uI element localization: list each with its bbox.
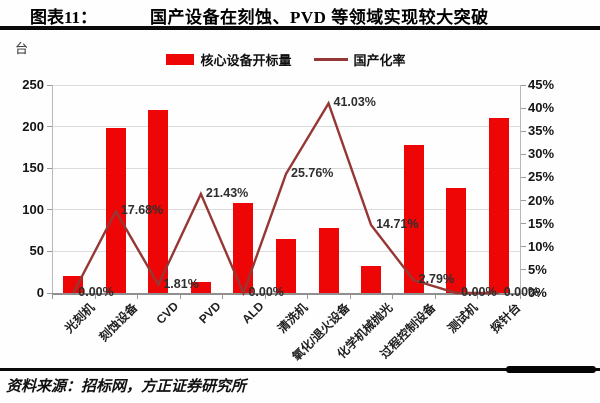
x-axis-category-label: 测试机 xyxy=(445,300,481,336)
bar xyxy=(361,265,382,293)
chart-title: 国产设备在刻蚀、PVD 等领域实现较大突破 xyxy=(150,8,489,27)
x-axis-tick xyxy=(392,295,394,299)
right-axis-tick-label: 15% xyxy=(528,215,555,231)
legend-item-bar-series: 核心设备开标量 xyxy=(166,50,292,69)
right-axis-tick xyxy=(521,246,526,248)
x-axis-category-label: 光刻机 xyxy=(62,300,98,336)
line-point-label: 17.68% xyxy=(120,203,164,218)
footer-divider xyxy=(0,368,600,371)
x-axis-category-label: CVD xyxy=(153,299,182,327)
right-axis-tick xyxy=(521,84,526,86)
figure-label: 图表11： xyxy=(30,8,98,27)
right-axis-tick-label: 25% xyxy=(528,169,555,185)
x-axis-tick xyxy=(307,295,309,299)
left-axis-tick-label: 0 xyxy=(36,285,44,300)
line-point-label: 0.00% xyxy=(78,285,114,299)
x-axis-tick xyxy=(264,295,266,299)
x-axis-tick xyxy=(520,295,521,299)
bar xyxy=(233,203,254,293)
line-point-label: 0.00% xyxy=(503,285,540,299)
x-axis-tick xyxy=(179,295,181,299)
x-axis-tick xyxy=(52,295,53,299)
left-axis-line xyxy=(52,85,53,293)
x-axis-category-label: ALD xyxy=(239,299,267,327)
left-axis-unit-label: 台 xyxy=(15,41,29,56)
right-axis-tick xyxy=(521,292,526,294)
header-divider xyxy=(0,26,600,30)
x-axis-category-label: 探针台 xyxy=(487,300,524,336)
left-axis-tick xyxy=(47,292,52,294)
right-axis-tick xyxy=(521,176,526,178)
left-axis-tick-label: 100 xyxy=(22,201,44,217)
x-axis-category-label: 刻蚀设备 xyxy=(96,300,141,345)
x-axis-line xyxy=(52,293,521,295)
right-axis-tick xyxy=(521,153,526,155)
right-axis-tick-label: 20% xyxy=(528,192,555,208)
left-axis-tick xyxy=(47,209,52,211)
right-axis-tick-label: 5% xyxy=(528,261,547,277)
x-axis-category-label: PVD xyxy=(196,299,224,327)
gridline xyxy=(52,84,520,86)
x-axis-tick xyxy=(477,295,479,299)
left-axis-tick-label: 250 xyxy=(22,77,44,92)
left-axis-tick-label: 150 xyxy=(22,160,44,176)
right-axis-tick xyxy=(521,269,526,271)
right-axis-tick xyxy=(521,223,526,225)
x-axis-tick xyxy=(137,295,139,299)
gridline xyxy=(52,126,520,128)
bar xyxy=(488,118,509,293)
right-axis-tick-label: 0% xyxy=(528,285,547,300)
line-point-label: 14.71% xyxy=(376,217,419,231)
line-point-label: 0.00% xyxy=(461,285,497,299)
right-axis-tick xyxy=(521,130,526,132)
line-point-label: 0.00% xyxy=(248,285,284,299)
x-axis-tick xyxy=(222,295,224,299)
right-axis-tick-label: 45% xyxy=(528,77,555,92)
bar xyxy=(318,228,339,293)
line-series-swatch-icon xyxy=(313,57,348,61)
x-axis-tick xyxy=(434,295,436,299)
line-point-label: 41.03% xyxy=(333,95,376,110)
line-point-label: 1.81% xyxy=(163,276,199,291)
left-axis-tick xyxy=(47,126,52,128)
x-axis-tick xyxy=(94,295,96,299)
legend-line-label: 国产化率 xyxy=(353,52,406,68)
right-axis-tick-label: 35% xyxy=(528,123,555,139)
right-axis-tick xyxy=(521,200,526,202)
x-axis-tick xyxy=(349,295,351,299)
left-axis-tick xyxy=(47,84,52,86)
left-axis-tick xyxy=(47,250,52,252)
right-axis-line xyxy=(520,85,521,293)
right-axis-tick xyxy=(521,107,526,109)
title-row: 图表11： 国产设备在刻蚀、PVD 等领域实现较大突破 xyxy=(0,2,600,27)
chart-legend: 核心设备开标量 国产化率 xyxy=(52,50,520,68)
right-axis-tick-label: 30% xyxy=(528,146,555,162)
source-note: 资料来源：招标网，方正证券研究所 xyxy=(6,379,247,395)
footer-divider-mark xyxy=(506,366,596,373)
right-axis-tick-label: 10% xyxy=(528,238,555,254)
left-axis-tick-label: 200 xyxy=(22,118,44,134)
line-point-label: 21.43% xyxy=(205,185,249,200)
right-axis-tick-label: 40% xyxy=(528,100,555,116)
bar xyxy=(148,109,169,293)
bar-series-swatch-icon xyxy=(166,53,195,65)
left-axis-tick-label: 50 xyxy=(29,243,44,259)
legend-bar-label: 核心设备开标量 xyxy=(200,52,292,68)
line-point-label: 2.79% xyxy=(418,272,455,287)
legend-item-line-series: 国产化率 xyxy=(313,50,406,69)
x-axis-category-label: 清洗机 xyxy=(274,300,311,336)
line-point-label: 25.76% xyxy=(291,165,334,180)
left-axis-tick xyxy=(47,167,52,169)
